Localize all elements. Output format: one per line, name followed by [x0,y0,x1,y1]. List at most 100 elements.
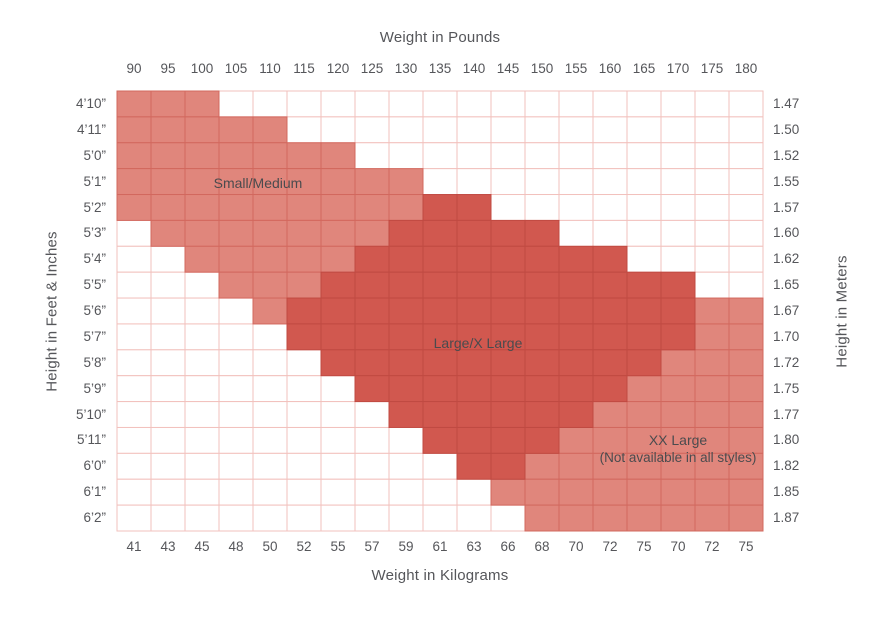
region-label-large-xlarge: Large/X Large [433,334,523,351]
grid-cell [490,142,526,170]
grid-cell [252,452,288,480]
grid-cell [592,271,628,299]
grid-cell [660,219,696,247]
grid-cell [116,478,152,506]
grid-cell [694,168,730,196]
grid-cell [286,245,322,273]
grid-cell [388,194,424,221]
kg-label: 61 [432,539,448,554]
height-ft-label: 6’0” [83,458,106,474]
grid-cell [728,168,764,196]
pound-label: 155 [564,61,588,76]
grid-cell [694,194,730,221]
grid-cell [728,219,764,247]
grid-cell [116,168,152,196]
grid-cell [422,478,458,506]
grid-cell [456,271,492,299]
grid-cell [660,401,696,428]
grid-cell [490,349,526,377]
grid-cell [592,142,628,170]
grid-cell [524,478,560,506]
grid-cell [184,219,220,247]
grid-cell [388,116,424,144]
kg-label: 63 [466,539,482,554]
grid-cell [320,142,356,170]
grid-cell [320,478,356,506]
grid-cell [558,504,594,532]
grid-cell [320,219,356,247]
grid-cell [592,219,628,247]
grid-cell [218,426,254,454]
grid-cell [184,426,220,454]
region-label-small-medium: Small/Medium [213,174,303,191]
grid-cell [660,323,696,351]
grid-cell [184,245,220,273]
grid-cell [490,245,526,273]
grid-cell [422,90,458,118]
grid-cell [456,478,492,506]
grid-cell [320,271,356,299]
grid-cell [286,194,322,221]
grid-cell [320,245,356,273]
grid-cell [150,168,186,196]
grid-cell [660,116,696,144]
grid-cell [184,323,220,351]
grid-cell [286,323,322,351]
grid-cell [388,323,424,351]
grid-cell [456,349,492,377]
grid-cell [150,194,186,221]
grid-cell [150,116,186,144]
grid-cell [286,504,322,532]
grid-cell [354,142,390,170]
grid-cell [422,142,458,170]
grid-cell [524,142,560,170]
height-m-label: 1.47 [773,95,800,111]
grid-cell [422,168,458,196]
grid-cell [218,452,254,480]
grid-cell [354,194,390,221]
grid-cell [626,401,662,428]
grid-cell [388,168,424,196]
grid-cell [592,478,628,506]
grid-cell [592,426,628,454]
grid-cell [354,323,390,351]
grid-cell [320,426,356,454]
grid-cell [388,297,424,325]
top-axis-title: Weight in Pounds [379,29,501,46]
grid-cell [626,349,662,377]
grid-cell [286,375,322,403]
grid-cell [218,90,254,118]
grid-cell [558,245,594,273]
grid-cell [184,401,220,428]
grid-cell [184,116,220,144]
pound-label: 180 [734,61,758,76]
grid-cell [592,375,628,403]
grid-cell [116,194,152,221]
grid-cell [422,349,458,377]
height-ft-label: 5’3” [83,225,106,241]
grid-cell [626,271,662,299]
height-ft-label: 4’10” [75,95,106,111]
grid-cell [422,245,458,273]
grid-cell [184,452,220,480]
grid-cell [116,219,152,247]
grid-cell [184,90,220,118]
grid-cell [286,116,322,144]
grid-cell [558,452,594,480]
region-label-xx-large-line1: XX Large [648,431,708,448]
grid-cell [524,426,560,454]
grid-cell [388,401,424,428]
grid-cell [694,349,730,377]
grid-cell [524,297,560,325]
grid-cell [150,297,186,325]
grid-cell [184,142,220,170]
grid-cell [694,90,730,118]
height-m-label: 1.75 [773,380,800,396]
grid-cell [660,194,696,221]
grid-cell [252,194,288,221]
pound-label: 120 [326,61,350,76]
grid-cell [320,323,356,351]
height-m-label: 1.60 [773,225,800,241]
grid-cell [626,168,662,196]
grid-cell [694,271,730,299]
